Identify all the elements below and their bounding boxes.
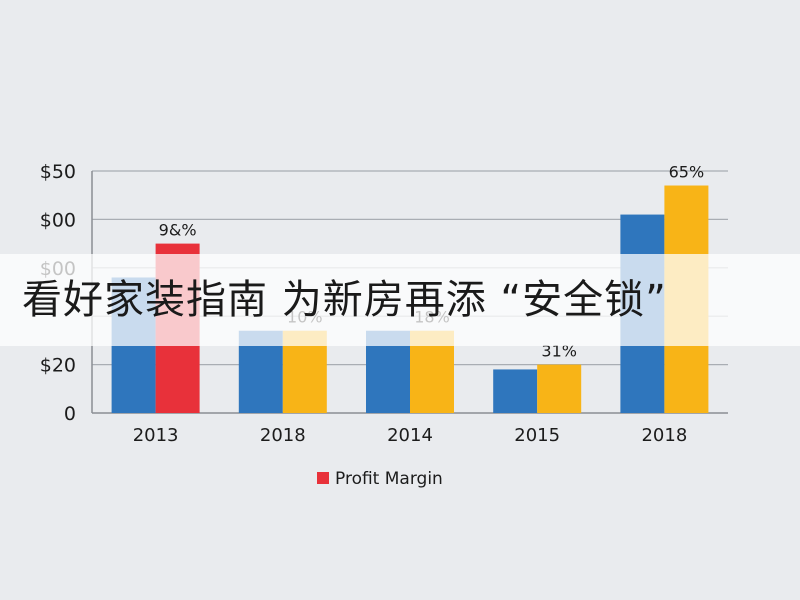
data-label: 65% (669, 163, 705, 182)
legend-label: Profit Margin (335, 469, 443, 489)
caption-banner (0, 254, 800, 346)
x-tick-label: 2018 (260, 425, 306, 446)
bar-2015-s1 (493, 369, 538, 413)
caption-text: 看好家装指南 为新房再添 “安全锁” (22, 277, 667, 323)
y-tick-label: 0 (64, 403, 76, 425)
y-tick-label: $00 (40, 209, 76, 231)
chart-legend: Profit Margin (317, 469, 443, 489)
x-tick-label: 2015 (514, 425, 560, 446)
x-tick-label: 2018 (641, 425, 687, 446)
legend-swatch (317, 472, 329, 484)
x-tick-label: 2013 (133, 425, 179, 446)
data-label: 9&% (159, 221, 197, 240)
bar-2015-s2 (537, 364, 582, 413)
x-tick-label: 2014 (387, 425, 433, 446)
y-tick-label: $20 (40, 355, 76, 377)
data-label: 31% (541, 342, 577, 361)
y-tick-label: $50 (40, 161, 76, 183)
